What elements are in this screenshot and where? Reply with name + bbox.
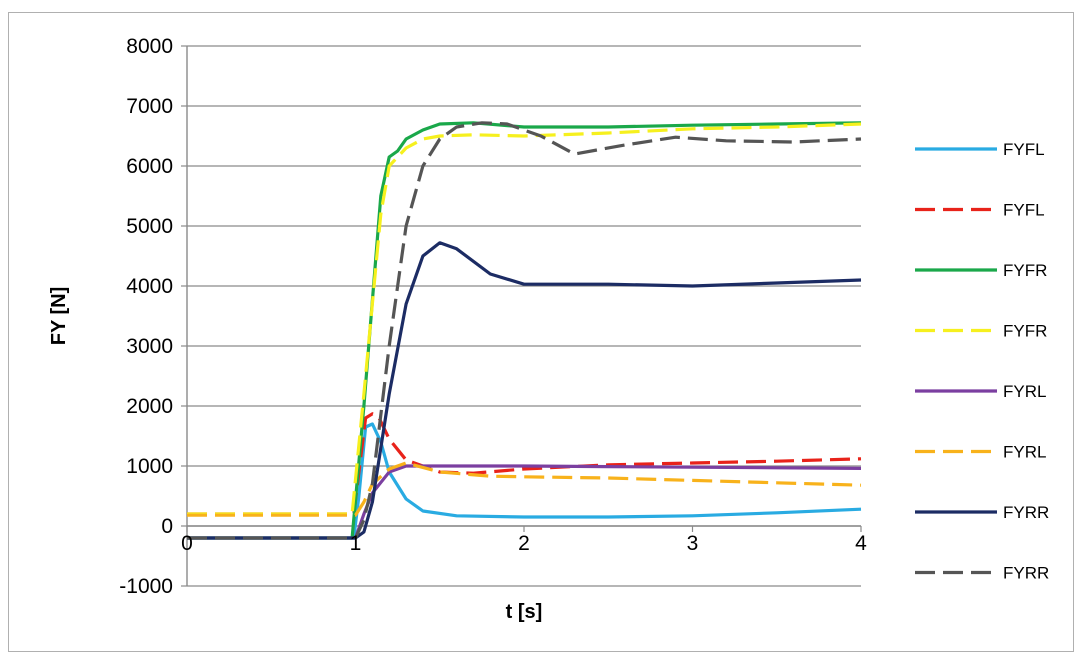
y-tick-label: 5000 [126,215,173,238]
y-tick-label: 3000 [126,335,173,358]
legend-label: FYRR [1003,503,1049,522]
series-line-fyfr-dashed [187,122,862,516]
series-line-fyfl-solid [187,422,862,540]
axes [181,45,862,587]
x-tick-labels: 0 1 2 3 4 [181,532,867,555]
series-line-fyrr-dashed [187,121,862,540]
y-tick-label: 4000 [126,275,173,298]
legend-label: FYRR [1003,564,1049,583]
y-tick-label: 8000 [126,35,173,58]
series-line-fyfr-solid [187,121,862,540]
x-tick-label: 1 [350,532,362,555]
x-tick-label: 2 [518,532,530,555]
y-tick-label: 1000 [126,455,173,478]
legend-label: FYRL [1003,382,1046,401]
series-line-fyfl-dashed [187,412,862,516]
y-tick-label: 2000 [126,395,173,418]
y-tick-label: -1000 [119,575,173,598]
series-line-fyrl-dashed [187,461,862,517]
legend-label: FYRL [1003,443,1046,462]
y-tick-label: 6000 [126,155,173,178]
x-axis-title: t [s] [506,601,543,623]
x-tick-label: 4 [855,532,867,555]
x-tick-label: 0 [181,532,193,555]
legend-label: FYFR [1003,261,1047,280]
series-lines [187,121,862,540]
y-tick-label: 7000 [126,95,173,118]
legend: FYFL FYFL FYFR FYFR FYRL FYRL FYRR FYRR [915,140,1049,583]
line-chart: -1000 0 1000 2000 3000 4000 5000 6000 7000 8000 0… [48,35,1049,623]
x-tick-label: 3 [687,532,699,555]
y-tick-label: 0 [161,515,173,538]
legend-label: FYFR [1003,322,1047,341]
y-tick-labels: -1000 0 1000 2000 3000 4000 5000 6000 7000 8000 [119,35,173,598]
series-line-fyrr-solid [187,241,862,540]
legend-label: FYFL [1003,201,1045,220]
chart-frame: -1000 0 1000 2000 3000 4000 5000 6000 7000 8000 0… [8,12,1074,652]
y-axis-title: FY [N] [48,287,70,346]
legend-label: FYFL [1003,140,1045,159]
